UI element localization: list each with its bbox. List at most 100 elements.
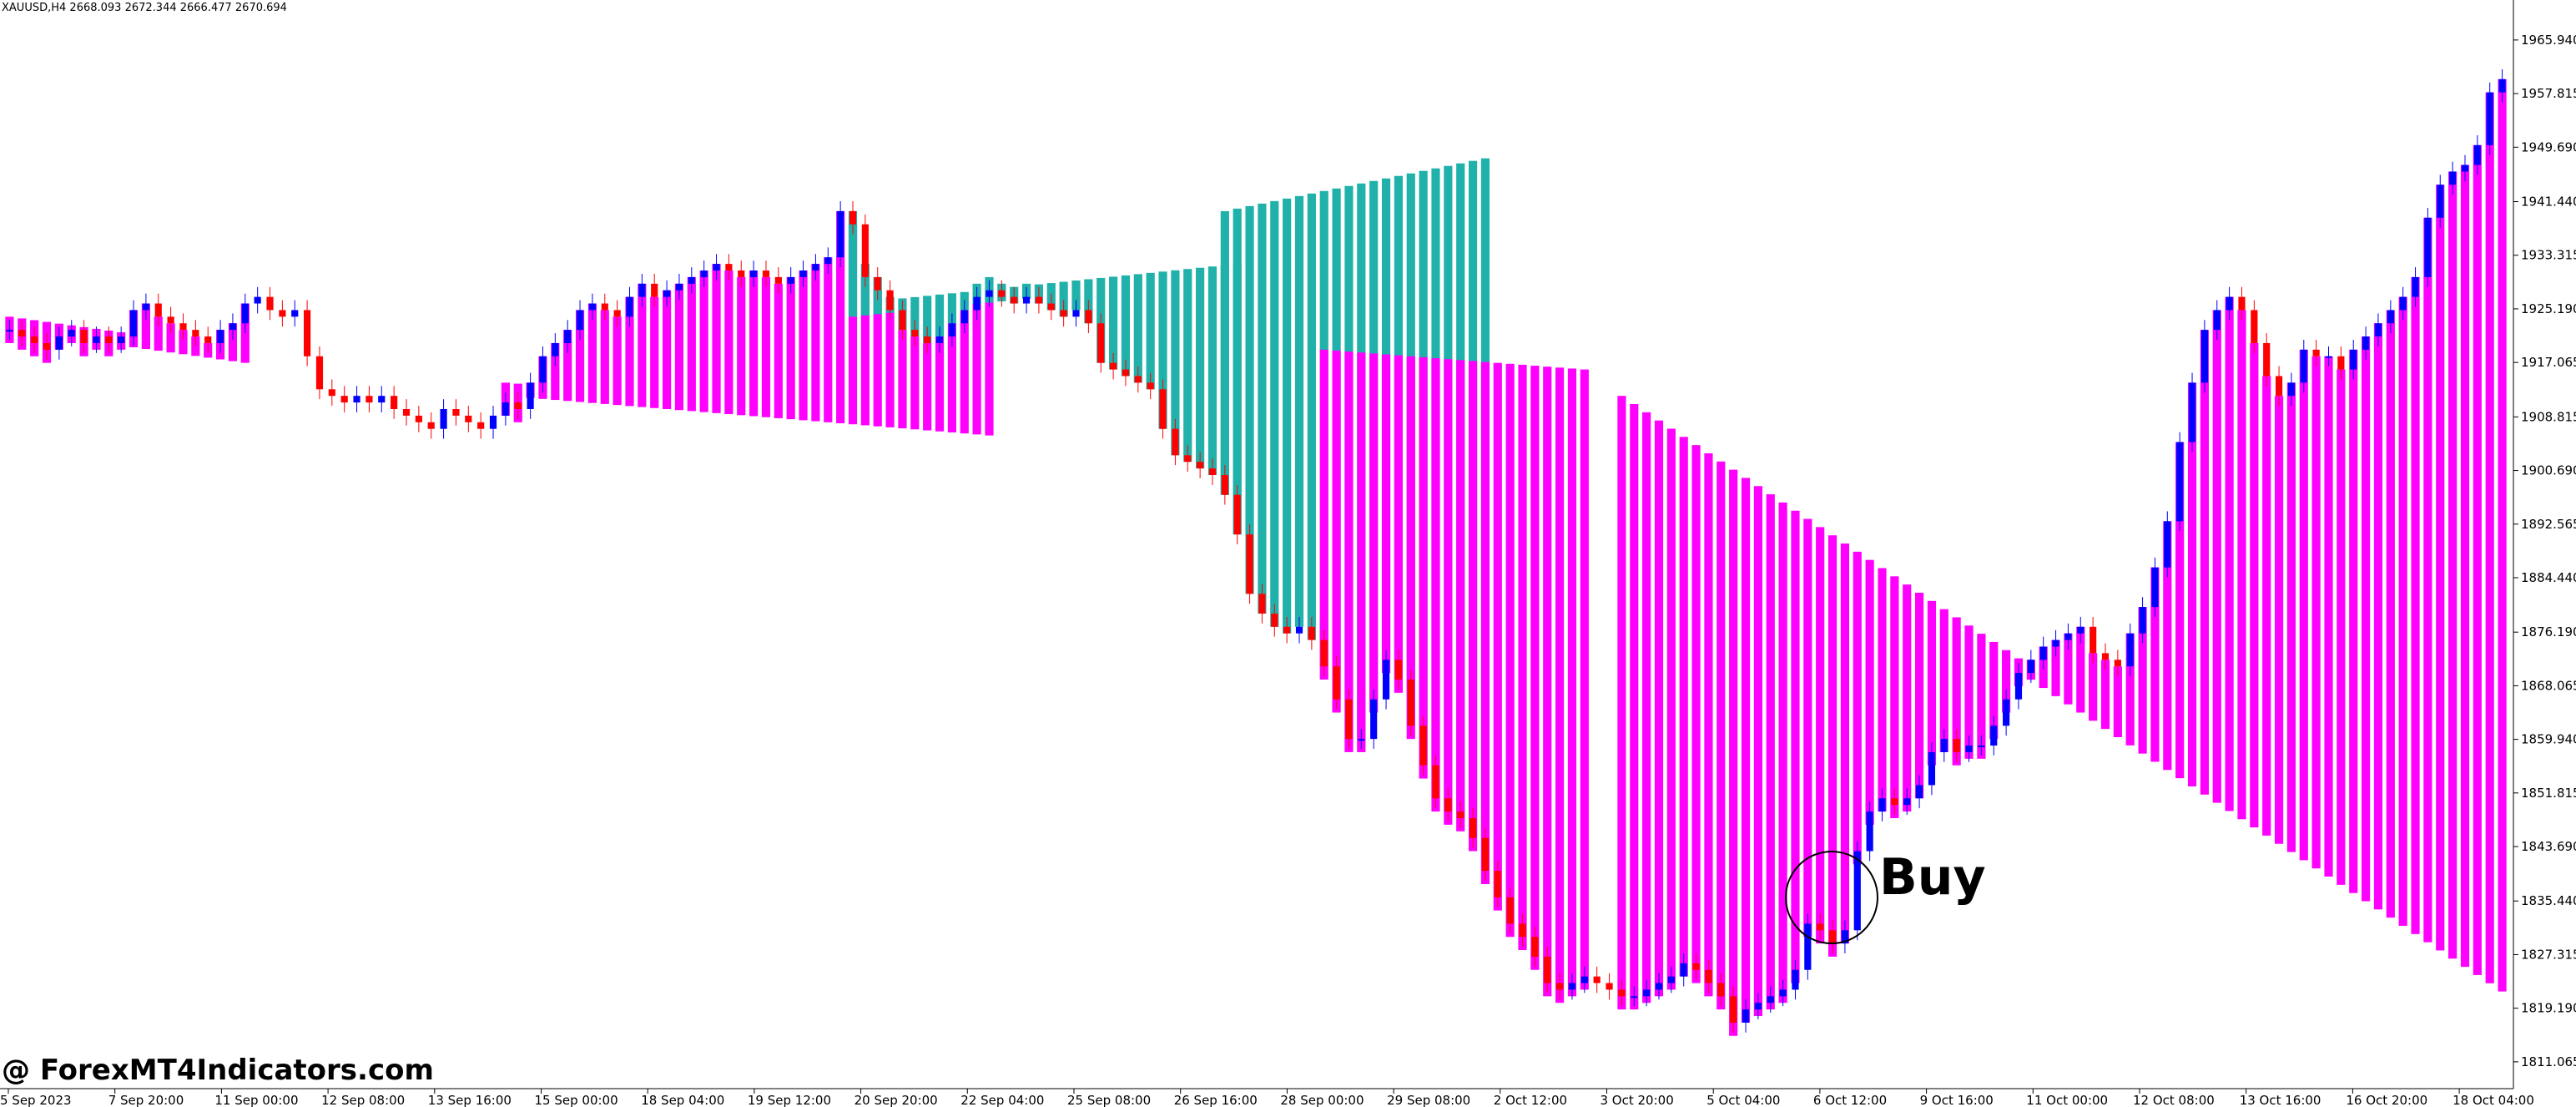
candle-body [2399,296,2407,311]
trend-histogram-bar [2324,356,2333,877]
trend-histogram-bar [1493,362,1502,911]
trend-histogram-bar [551,342,560,401]
trend-histogram-bar [1233,208,1242,535]
trend-histogram-bar [2163,521,2172,771]
trend-histogram-bar [923,342,932,431]
trend-histogram-bar [1890,576,1899,818]
trend-histogram-bar [749,270,759,417]
buy-annotation-label: Buy [1879,848,1986,907]
trend-histogram-bar [910,296,920,337]
candle-body [1494,871,1501,897]
candle-body [105,336,113,343]
trend-histogram-bar [154,316,163,351]
candle-body [55,336,63,350]
candle-body [1097,323,1105,363]
trend-histogram-bar [1543,366,1552,997]
trend-histogram-bar [2473,144,2482,975]
trend-histogram-bar [563,330,572,402]
trend-histogram-bar [1133,274,1142,383]
candle-body [1506,897,1514,924]
price-tick-label: 1908.815 [2521,409,2576,424]
trend-histogram-bar [786,276,795,420]
candle-body [1382,660,1390,700]
trend-histogram-bar [612,316,622,406]
candle-body [1271,613,1278,627]
trend-histogram-bar [848,210,858,317]
trend-histogram-bar [2237,310,2246,820]
trend-histogram-bar [1927,600,1937,766]
buy-signal-circle [1785,851,1878,944]
trend-histogram-bar [2436,184,2445,951]
candle-body [1407,680,1414,726]
price-tick-label: 1843.690 [2521,839,2576,854]
trend-histogram-bar [674,283,684,411]
candle-body [204,336,212,343]
candle-body [911,330,919,337]
candle-body [2486,92,2493,145]
candle-body [1903,798,1911,806]
trend-histogram-bar [2089,653,2098,721]
candle-body [514,402,522,409]
trend-histogram-bar [1283,198,1292,634]
candle-body [874,276,881,291]
candle-body [1419,725,1427,766]
candle-body [1519,923,1526,938]
price-tick-label: 1900.690 [2521,463,2576,478]
candle-body [1965,746,1973,752]
candle-body [1208,468,1217,476]
trend-histogram-bar [699,270,708,412]
trend-histogram-bar [2411,276,2420,934]
candle-body [1072,310,1080,317]
time-tick-label: 12 Oct 08:00 [2133,1093,2215,1107]
time-tick-label: 6 Oct 12:00 [1813,1093,1887,1107]
candle-body [2064,633,2072,640]
trend-histogram-bar [1617,396,1626,1010]
trend-histogram-bar [1121,275,1131,377]
trend-histogram-bar [1840,543,1850,944]
candle-body [1531,937,1539,957]
candle-body [762,270,770,277]
candle-body [799,270,807,277]
candle-body [291,310,299,317]
candle-body [1730,996,1737,1023]
candle-body [2101,653,2110,660]
candle-body [179,323,187,331]
candle-body [1295,626,1303,634]
trend-histogram-bar [774,283,783,418]
ohlc-values: 2668.093 2672.344 2666.477 2670.694 [69,2,287,14]
candle-body [415,415,422,422]
trend-histogram-bar [836,210,845,424]
price-tick-label: 1811.065 [2521,1054,2576,1069]
time-tick-label: 13 Sep 16:00 [428,1093,512,1107]
trend-histogram-bar [2274,396,2284,844]
candle-body [651,283,658,297]
candle-body [1953,739,1960,752]
candle-body [1667,976,1675,983]
candle-body [1159,389,1167,429]
candle-body [1593,976,1601,983]
trend-histogram-bar [575,310,585,402]
trend-histogram-bar [2362,336,2371,902]
candle-body [154,303,162,317]
candle-body [1320,639,1328,667]
candle-body [1246,534,1253,594]
trend-histogram-bar [1207,266,1217,476]
trend-histogram-bar [1294,195,1304,627]
candle-body [2449,171,2457,185]
candle-body [935,336,944,343]
candle-body [1705,969,1712,983]
candle-body [2176,442,2184,522]
candle-body [1481,837,1490,872]
candle-body [340,396,348,403]
candle-body [402,408,411,416]
candle-body [1828,930,1837,944]
candle-body [229,323,237,331]
time-tick-label: 15 Sep 00:00 [535,1093,618,1107]
trend-histogram-bar [923,296,932,343]
trend-histogram-bar [1903,584,1912,812]
trend-histogram-bar [2212,310,2221,803]
candle-body [626,296,633,317]
candle-body [353,396,360,403]
trend-histogram-bar [1344,351,1354,752]
